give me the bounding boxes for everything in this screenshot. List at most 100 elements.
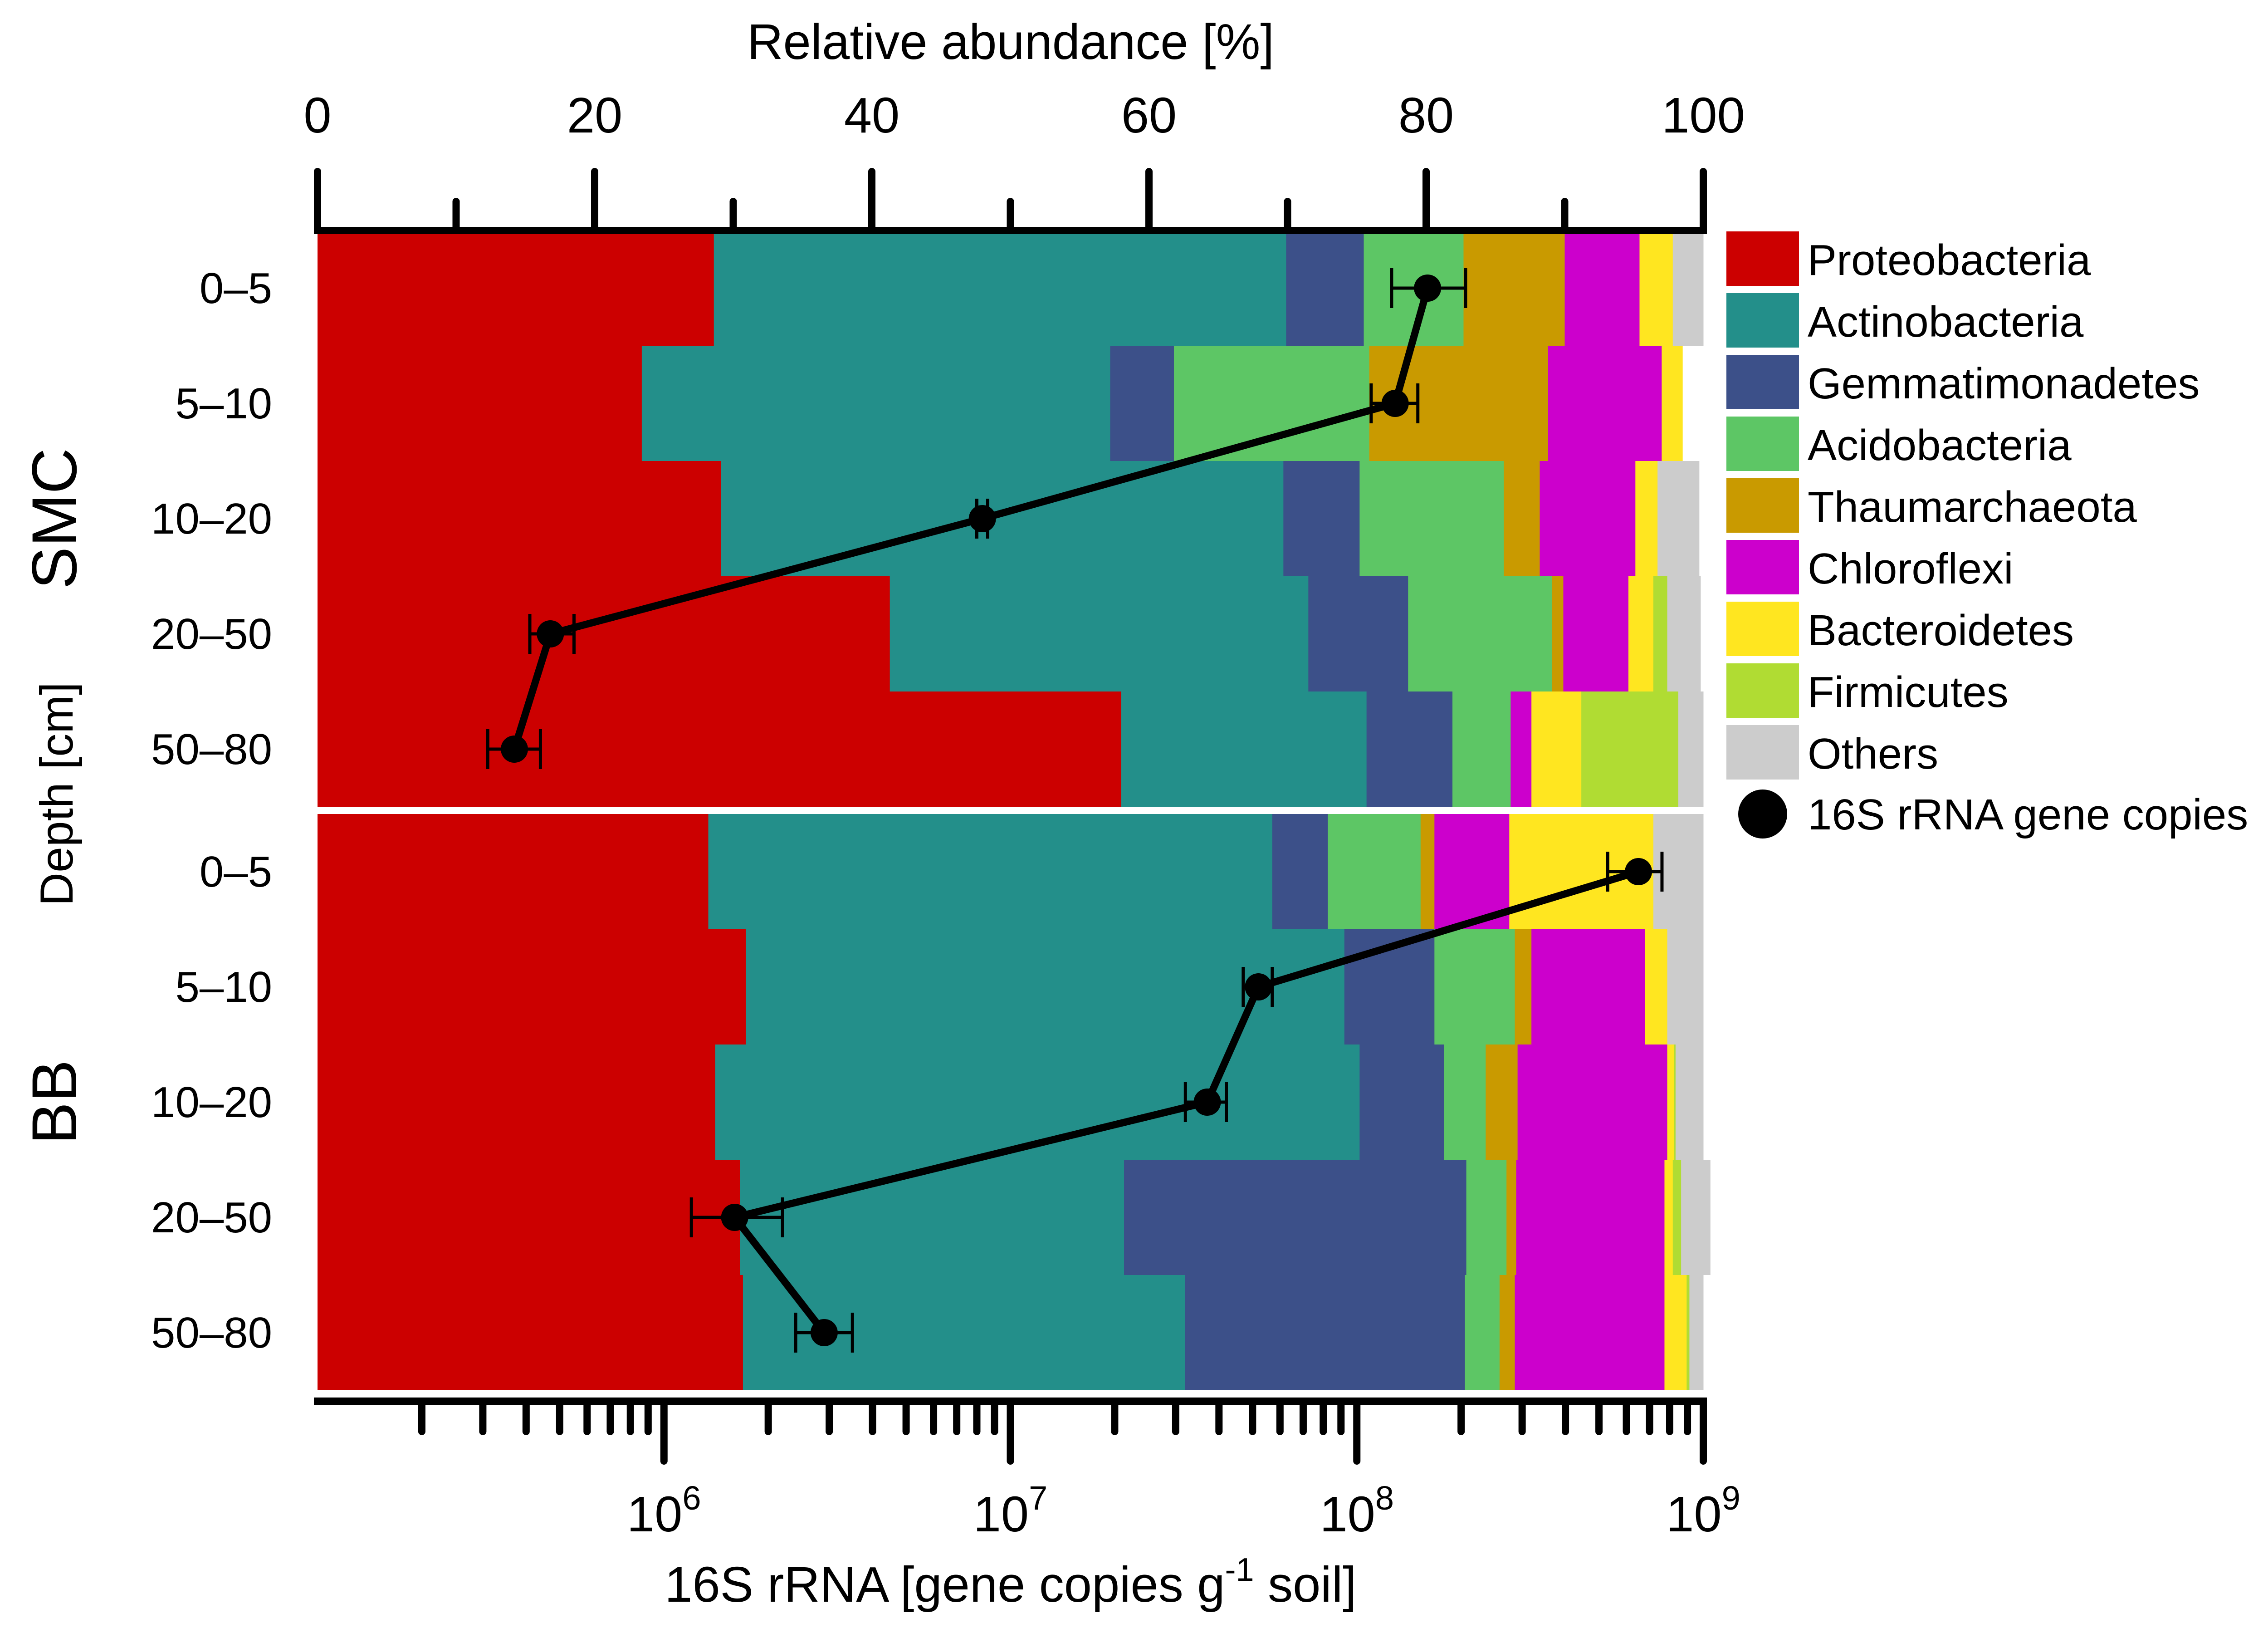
point-bb-5 (810, 1319, 838, 1346)
legend-swatch-firmicutes (1726, 663, 1799, 718)
bar-smc-4-thaumarchaeota (1552, 576, 1564, 691)
bar-smc-1-gemmatimonadetes (1286, 230, 1364, 346)
bar-smc-1-bacteroidetes (1639, 230, 1673, 346)
bar-smc-5-firmicutes (1581, 691, 1679, 807)
bar-bb-1-gemmatimonadetes (1272, 814, 1328, 929)
legend-label-thaumarchaeota: Thaumarchaeota (1808, 483, 2137, 531)
bottom-tick-label-8: 108 (1320, 1479, 1394, 1542)
legend-swatch-bacteroidetes (1726, 602, 1799, 656)
bar-bb-3-chloroflexi (1517, 1045, 1668, 1160)
bar-smc-1-proteobacteria (318, 230, 714, 346)
depth-label-bb-3: 10–20 (151, 1078, 272, 1127)
bar-bb-3-thaumarchaeota (1486, 1045, 1518, 1160)
bottom-tick-label-9: 109 (1666, 1479, 1740, 1542)
point-smc-2 (1381, 390, 1409, 417)
bar-smc-3-gemmatimonadetes (1283, 461, 1360, 576)
bar-smc-5-others (1678, 691, 1704, 807)
bar-bb-2-others (1667, 929, 1704, 1045)
tick-base: 10 (1320, 1486, 1375, 1542)
bar-bb-5-proteobacteria (318, 1275, 743, 1390)
bar-bb-1-actinobacteria (708, 814, 1273, 929)
top-tick-label-40: 40 (844, 88, 899, 143)
depth-label-bb-1: 0–5 (200, 848, 272, 896)
bar-bb-4-gemmatimonadetes (1124, 1160, 1467, 1275)
bar-bb-4-chloroflexi (1516, 1160, 1665, 1275)
tick-exponent: 6 (682, 1479, 701, 1517)
bar-smc-1-chloroflexi (1564, 230, 1640, 346)
bottom-axis-title: 16S rRNA [gene copies g-1 soil] (665, 1552, 1356, 1613)
point-smc-4 (537, 620, 564, 647)
legend-label-others: Others (1808, 730, 1938, 778)
bottom-axis-title-main: 16S rRNA [gene copies g (665, 1557, 1225, 1613)
tick-exponent: 9 (1722, 1479, 1740, 1517)
labels-layer: 0–5 5–10 10–20 20–50 50–80 0–5 5–10 10–20 20–50 5… (19, 14, 1745, 1613)
bar-smc-5-chloroflexi (1510, 691, 1532, 807)
bar-bb-2-bacteroidetes (1645, 929, 1668, 1045)
line-layer (486, 268, 1664, 1353)
depth-label-smc-5: 50–80 (151, 725, 272, 774)
bar-smc-2-proteobacteria (318, 346, 642, 461)
bar-bb-3-bacteroidetes (1667, 1045, 1675, 1160)
bar-smc-4-bacteroidetes (1628, 576, 1654, 691)
bar-smc-5-acidobacteria (1452, 691, 1511, 807)
bar-smc-4-others (1667, 576, 1701, 691)
axes-layer (314, 168, 1707, 1465)
bar-smc-2-chloroflexi (1548, 346, 1662, 461)
legend-label-actinobacteria: Actinobacteria (1808, 298, 2084, 346)
bar-smc-2-actinobacteria (641, 346, 1110, 461)
bars-layer (318, 230, 1711, 1390)
bar-smc-5-actinobacteria (1121, 691, 1367, 807)
bar-bb-5-bacteroidetes (1664, 1275, 1687, 1390)
depth-label-smc-1: 0–5 (200, 264, 272, 313)
bar-bb-4-firmicutes (1672, 1160, 1681, 1275)
point-smc-3 (968, 505, 996, 532)
bar-bb-4-actinobacteria (740, 1160, 1124, 1275)
bar-bb-5-acidobacteria (1465, 1275, 1500, 1390)
depth-label-bb-2: 5–10 (175, 963, 272, 1011)
bar-bb-2-proteobacteria (318, 929, 746, 1045)
bar-bb-3-others (1675, 1045, 1704, 1160)
bar-smc-5-bacteroidetes (1531, 691, 1582, 807)
bar-bb-4-thaumarchaeota (1506, 1160, 1517, 1275)
legend-swatch-others (1726, 725, 1799, 780)
bar-smc-4-firmicutes (1653, 576, 1668, 691)
tick-exponent: 8 (1375, 1479, 1394, 1517)
depth-label-bb-5: 50–80 (151, 1309, 272, 1357)
bar-smc-3-bacteroidetes (1635, 461, 1658, 576)
bar-smc-2-gemmatimonadetes (1110, 346, 1174, 461)
top-tick-label-0: 0 (303, 88, 331, 143)
bar-bb-2-chloroflexi (1531, 929, 1646, 1045)
top-tick-label-20: 20 (567, 88, 622, 143)
depth-label-smc-2: 5–10 (175, 379, 272, 428)
bar-bb-5-thaumarchaeota (1499, 1275, 1515, 1390)
legend-swatch-thaumarchaeota (1726, 478, 1799, 533)
bar-smc-3-acidobacteria (1359, 461, 1504, 576)
legend-label-bacteroidetes: Bacteroidetes (1808, 606, 2074, 655)
legend-marker-gene-copies (1738, 790, 1787, 839)
tick-exponent: 7 (1029, 1479, 1047, 1517)
depth-label-smc-3: 10–20 (151, 495, 272, 543)
bar-smc-2-acidobacteria (1173, 346, 1370, 461)
bar-bb-5-firmicutes (1686, 1275, 1690, 1390)
bar-bb-3-gemmatimonadetes (1359, 1045, 1445, 1160)
bar-bb-5-gemmatimonadetes (1185, 1275, 1466, 1390)
bottom-axis-title-suffix: soil] (1254, 1557, 1357, 1613)
bar-smc-4-gemmatimonadetes (1308, 576, 1408, 691)
legend-swatch-chloroflexi (1726, 540, 1799, 594)
bar-bb-2-thaumarchaeota (1515, 929, 1532, 1045)
point-smc-1 (1414, 275, 1442, 302)
legend-label-firmicutes: Firmicutes (1808, 668, 2009, 716)
tick-base: 10 (1666, 1486, 1721, 1542)
bar-bb-4-others (1681, 1160, 1711, 1275)
point-bb-2 (1245, 973, 1272, 1000)
top-tick-label-100: 100 (1662, 88, 1745, 143)
depth-label-smc-4: 20–50 (151, 610, 272, 658)
bar-smc-4-proteobacteria (318, 576, 890, 691)
legend-label-chloroflexi: Chloroflexi (1808, 544, 2014, 593)
bar-smc-4-actinobacteria (890, 576, 1309, 691)
bar-bb-3-acidobacteria (1444, 1045, 1486, 1160)
bar-bb-3-firmicutes (1674, 1045, 1676, 1160)
legend-swatch-gemmatimonadetes (1726, 355, 1799, 409)
legend-label-proteobacteria: Proteobacteria (1808, 236, 2091, 284)
y-axis-title: Depth [cm] (31, 682, 83, 906)
